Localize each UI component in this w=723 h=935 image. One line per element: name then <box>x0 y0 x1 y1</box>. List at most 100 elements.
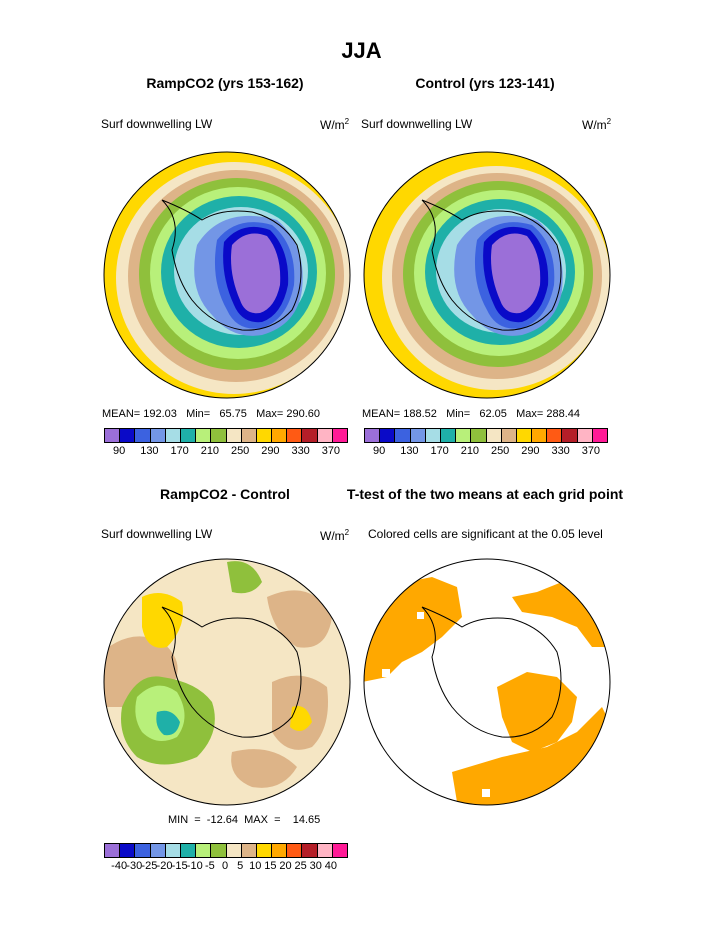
diff-colorbar-tick-label: -5 <box>204 860 215 872</box>
diff-colorbar-tick-label: -40 <box>111 860 128 872</box>
ramp-field-label: Surf downwelling LW <box>101 117 213 131</box>
diff-colorbar-swatch <box>211 844 227 857</box>
control-colorbar-tick-label: 290 <box>521 445 540 457</box>
diff-field-label: Surf downwelling LW <box>101 527 213 541</box>
ramp-colorbar-swatch <box>196 429 212 442</box>
control-colorbar-swatch <box>516 429 533 442</box>
control-colorbar-swatch <box>532 429 548 442</box>
ramp-colorbar-swatch <box>332 429 347 442</box>
diff-colorbar-tick-label: 0 <box>221 860 229 872</box>
ramp-colorbar-ticks: 90 130 170 210 250 290 330 370 <box>104 445 346 459</box>
ramp-colorbar-swatch <box>256 429 273 442</box>
control-units: W/m2 <box>582 117 612 132</box>
diff-colorbar-swatch <box>317 844 333 857</box>
control-colorbar-swatch <box>410 429 426 442</box>
diff-colorbar-ticks: -40 -30 -25 -20 -15 -10 -5 0 5 10 15 20 25 30 40 <box>104 860 346 874</box>
ramp-colorbar-swatch <box>287 429 303 442</box>
diff-colorbar-tick-label: -15 <box>171 860 188 872</box>
ramp-polar-map <box>103 151 351 399</box>
ramp-colorbar-tick-label: 210 <box>200 445 220 457</box>
control-colorbar-swatch <box>501 429 517 442</box>
diff-stats: MIN = -12.64 MAX = 14.65 <box>168 814 321 826</box>
ramp-colorbar-tick-label: 330 <box>291 445 310 457</box>
ramp-colorbar-swatch <box>317 429 333 442</box>
diff-colorbar-tick-label: -10 <box>186 860 203 872</box>
ttest-note: Colored cells are significant at the 0.0… <box>368 527 603 541</box>
diff-colorbar-swatch <box>287 844 303 857</box>
control-colorbar-tick-label: 370 <box>581 445 601 457</box>
control-colorbar-swatch <box>562 429 578 442</box>
control-colorbar-tick-label: 90 <box>373 445 386 457</box>
diff-colorbar-tick-label: 25 <box>294 860 307 872</box>
control-colorbar-tick-label: 130 <box>400 445 419 457</box>
control-field-label: Surf downwelling LW <box>361 117 473 131</box>
diff-colorbar-tick-label: 30 <box>309 860 322 872</box>
diff-colorbar-tick-label: 40 <box>324 860 337 872</box>
control-colorbar-swatch <box>577 429 593 442</box>
ramp-colorbar-swatch <box>302 429 318 442</box>
ramp-colorbar-swatch <box>211 429 227 442</box>
control-colorbar-tick-label: 330 <box>551 445 570 457</box>
control-colorbar-swatch <box>425 429 441 442</box>
diff-colorbar-tick-label: -25 <box>141 860 158 872</box>
main-title: JJA <box>341 38 382 63</box>
diff-colorbar-swatch <box>332 844 347 857</box>
diff-colorbar-swatch <box>302 844 318 857</box>
ramp-colorbar-swatch <box>241 429 257 442</box>
control-colorbar-tick-label: 170 <box>430 445 449 457</box>
control-colorbar-swatch <box>592 429 607 442</box>
ramp-units: W/m2 <box>320 117 350 132</box>
diff-colorbar-swatch <box>272 844 288 857</box>
control-panel-title: Control (yrs 123-141) <box>415 75 555 91</box>
diff-panel-title: RampCO2 - Control <box>160 486 290 502</box>
ramp-colorbar-swatch <box>120 429 136 442</box>
diff-colorbar-swatch <box>165 844 181 857</box>
ramp-colorbar-tick-label: 290 <box>261 445 280 457</box>
control-colorbar-tick-label: 250 <box>490 445 510 457</box>
ramp-colorbar-tick-label: 370 <box>321 445 341 457</box>
diff-colorbar-swatch <box>241 844 257 857</box>
control-polar-map <box>363 151 611 399</box>
diff-colorbar-swatch <box>105 844 121 857</box>
control-colorbar-swatch <box>471 429 487 442</box>
ramp-colorbar-swatch <box>226 429 242 442</box>
diff-colorbar <box>104 843 348 858</box>
diff-colorbar-tick-label: 5 <box>237 860 244 872</box>
ramp-colorbar-swatch <box>180 429 197 442</box>
diff-polar-map <box>103 558 351 806</box>
control-colorbar-swatch <box>365 429 381 442</box>
ramp-colorbar-tick-label: 130 <box>140 445 159 457</box>
diff-colorbar-swatch <box>150 844 166 857</box>
ttest-panel-title: T-test of the two means at each grid poi… <box>346 486 624 502</box>
ramp-colorbar-tick-label: 170 <box>170 445 189 457</box>
ramp-colorbar <box>104 428 348 443</box>
diff-colorbar-tick-label: 15 <box>264 860 277 872</box>
ramp-colorbar-swatch <box>150 429 166 442</box>
control-colorbar-swatch <box>380 429 396 442</box>
ramp-colorbar-tick-label: 250 <box>230 445 250 457</box>
control-colorbar-swatch <box>486 429 502 442</box>
diff-colorbar-tick-label: 20 <box>279 860 292 872</box>
control-colorbar-swatch <box>440 429 457 442</box>
control-colorbar-swatch <box>547 429 563 442</box>
ramp-stats: MEAN= 192.03 Min= 65.75 Max= 290.60 <box>102 408 320 420</box>
ttest-polar-map <box>363 558 611 806</box>
control-colorbar-swatch <box>395 429 411 442</box>
diff-units: W/m2 <box>320 528 350 543</box>
ramp-colorbar-swatch <box>165 429 181 442</box>
diff-colorbar-tick-label: -30 <box>126 860 143 872</box>
control-colorbar-swatch <box>456 429 472 442</box>
diff-colorbar-swatch <box>120 844 136 857</box>
diff-colorbar-swatch <box>180 844 197 857</box>
control-stats: MEAN= 188.52 Min= 62.05 Max= 288.44 <box>362 408 580 420</box>
ramp-colorbar-swatch <box>272 429 288 442</box>
ramp-panel-title: RampCO2 (yrs 153-162) <box>146 75 304 91</box>
control-colorbar <box>364 428 608 443</box>
diff-colorbar-swatch <box>196 844 212 857</box>
diff-colorbar-swatch <box>226 844 242 857</box>
ramp-colorbar-swatch <box>105 429 121 442</box>
diff-colorbar-swatch <box>256 844 273 857</box>
diff-colorbar-tick-label: -20 <box>156 860 173 872</box>
ramp-colorbar-tick-label: 90 <box>113 445 126 457</box>
diff-colorbar-tick-label: 10 <box>249 860 262 872</box>
